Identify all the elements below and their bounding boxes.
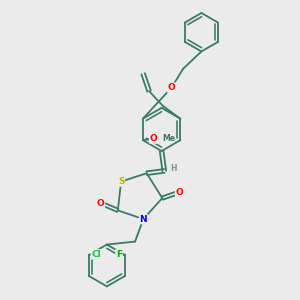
Text: N: N [140,214,147,224]
Text: F: F [116,250,122,259]
Text: Me: Me [162,134,175,143]
Text: O: O [150,134,158,143]
Text: S: S [118,177,124,186]
Text: O: O [168,83,176,92]
Text: O: O [176,188,183,196]
Text: O: O [97,199,104,208]
Text: Cl: Cl [91,250,101,259]
Text: H: H [170,164,177,173]
